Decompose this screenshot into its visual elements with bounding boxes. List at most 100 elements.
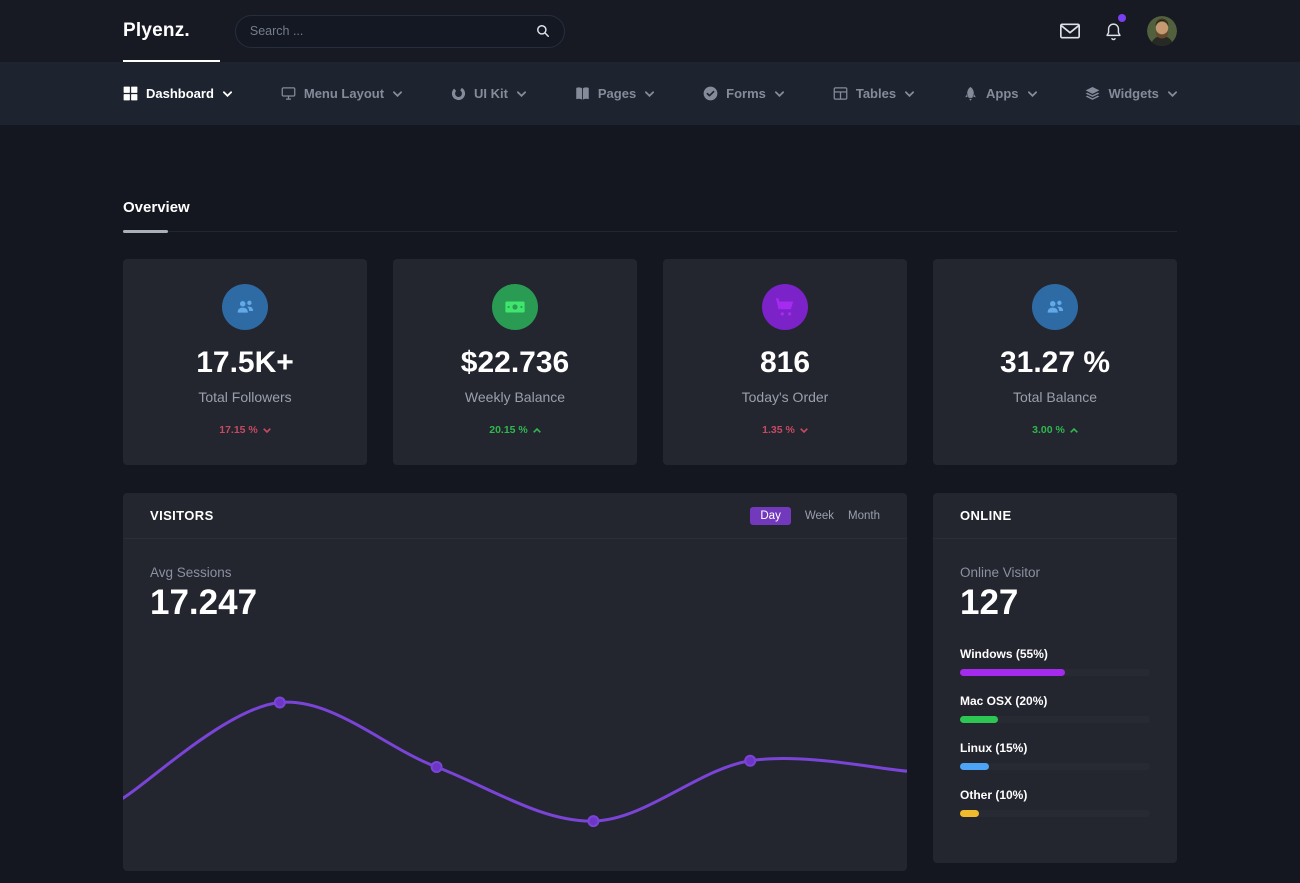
nav-item-widgets[interactable]: Widgets — [1085, 86, 1177, 101]
bell-icon[interactable] — [1105, 13, 1126, 41]
app-logo[interactable]: Plyenz. — [123, 20, 190, 41]
rocket-icon — [963, 86, 978, 101]
online-visitor-label: Online Visitor — [960, 565, 1041, 580]
stat-trend: 3.00 % — [933, 424, 1177, 436]
nav-label: Dashboard — [146, 86, 214, 101]
online-body: Online Visitor 127 Windows (55%) Mac OSX… — [933, 539, 1177, 835]
stat-trend: 20.15 % — [393, 424, 637, 436]
stat-card-total-balance: 31.27 % Total Balance 3.00 % — [933, 259, 1177, 465]
trend-down-icon — [799, 427, 808, 433]
tab-day[interactable]: Day — [750, 506, 791, 525]
chart-data-point — [744, 754, 757, 767]
stat-trend: 1.35 % — [663, 424, 907, 436]
tab-week[interactable]: Week — [804, 509, 835, 522]
os-item-other: Other (10%) — [960, 788, 1150, 817]
nav-item-ui-kit[interactable]: UI Kit — [451, 86, 526, 101]
trend-up-icon — [1069, 427, 1078, 433]
nav-item-tables[interactable]: Tables — [833, 86, 915, 101]
title-divider — [123, 230, 1177, 234]
avatar-image — [1147, 16, 1177, 46]
nav-label: UI Kit — [473, 86, 508, 101]
search-bar — [234, 14, 565, 48]
check-circle-icon — [703, 86, 718, 101]
main-nav: Dashboard Menu Layout UI Kit Pages — [0, 62, 1300, 125]
monitor-icon — [281, 86, 296, 101]
grid-icon — [123, 86, 138, 101]
chevron-down-icon — [774, 90, 784, 97]
nav-label: Apps — [986, 86, 1019, 101]
nav-item-pages[interactable]: Pages — [575, 86, 655, 101]
online-panel-header: ONLINE — [933, 493, 1177, 539]
nav-item-forms[interactable]: Forms — [703, 86, 784, 101]
table-icon — [833, 86, 848, 101]
chart-data-point — [587, 815, 600, 828]
visitors-panel: VISITORS Day Week Month Avg Sessions 17.… — [123, 493, 907, 871]
header-actions — [1060, 13, 1177, 46]
stat-label: Total Balance — [1012, 389, 1098, 405]
visitors-line-chart — [123, 696, 907, 828]
nav-item-apps[interactable]: Apps — [963, 86, 1037, 101]
app-header: Plyenz. — [0, 0, 1300, 62]
chevron-down-icon — [516, 90, 526, 97]
visitors-body: Avg Sessions 17.247 — [123, 539, 907, 623]
online-title: ONLINE — [960, 508, 1012, 523]
nav-item-dashboard[interactable]: Dashboard — [123, 86, 232, 101]
visitors-range-tabs: Day Week Month — [750, 506, 880, 525]
avg-sessions-value: 17.247 — [150, 583, 258, 622]
stat-trend: 17.15 % — [123, 424, 367, 436]
chevron-down-icon — [905, 90, 915, 97]
panels-row: VISITORS Day Week Month Avg Sessions 17.… — [123, 493, 1177, 871]
mail-icon[interactable] — [1060, 23, 1080, 39]
progress-fill — [960, 763, 989, 770]
cart-icon — [762, 284, 808, 330]
page-title: Overview — [123, 199, 190, 216]
visitors-panel-header: VISITORS Day Week Month — [123, 493, 907, 539]
main-content: Overview 17.5K+ Total Followers 17.15 % … — [0, 199, 1300, 871]
nav-label: Forms — [726, 86, 766, 101]
search-input[interactable] — [249, 24, 536, 38]
book-icon — [575, 86, 590, 101]
stat-value: 17.5K+ — [196, 346, 294, 379]
user-avatar[interactable] — [1147, 16, 1177, 46]
layers-icon — [1085, 86, 1100, 101]
progress-track — [960, 716, 1150, 723]
progress-fill — [960, 810, 979, 817]
nav-label: Menu Layout — [303, 86, 385, 101]
chevron-down-icon — [645, 90, 655, 97]
progress-fill — [960, 716, 998, 723]
stat-value: 31.27 % — [999, 346, 1111, 379]
trend-up-icon — [532, 427, 541, 433]
nav-label: Tables — [855, 86, 897, 101]
os-usage-list: Windows (55%) Mac OSX (20%) Linux (15%) … — [960, 647, 1150, 817]
tab-month[interactable]: Month — [848, 509, 880, 522]
chevron-down-icon — [393, 90, 403, 97]
stat-card-total-followers: 17.5K+ Total Followers 17.15 % — [123, 259, 367, 465]
progress-track — [960, 763, 1150, 770]
nav-item-menu-layout[interactable]: Menu Layout — [281, 86, 403, 101]
stat-label: Today's Order — [741, 389, 829, 405]
progress-fill — [960, 669, 1065, 676]
visitors-title: VISITORS — [150, 508, 214, 523]
os-item-windows: Windows (55%) — [960, 647, 1150, 676]
trend-down-icon — [262, 427, 271, 433]
stat-card-weekly-balance: $22.736 Weekly Balance 20.15 % — [393, 259, 637, 465]
avg-sessions-label: Avg Sessions — [150, 565, 232, 580]
banknote-icon — [492, 284, 538, 330]
search-icon[interactable] — [536, 24, 550, 38]
chevron-down-icon — [222, 90, 232, 97]
nav-label: Pages — [597, 86, 637, 101]
notification-dot — [1118, 13, 1126, 22]
progress-track — [960, 810, 1150, 817]
online-panel: ONLINE Online Visitor 127 Windows (55%) … — [933, 493, 1177, 863]
os-item-mac-osx: Mac OSX (20%) — [960, 694, 1150, 723]
stat-label: Total Followers — [198, 389, 292, 405]
users-icon — [1032, 284, 1078, 330]
chart-data-point — [430, 761, 443, 773]
chart-data-point — [273, 696, 286, 709]
users-icon — [222, 284, 268, 330]
stat-card-todays-order: 816 Today's Order 1.35 % — [663, 259, 907, 465]
logo-active-underline — [123, 60, 220, 62]
chevron-down-icon — [1167, 90, 1177, 97]
stat-value: 816 — [759, 346, 811, 379]
stat-label: Weekly Balance — [464, 389, 566, 405]
